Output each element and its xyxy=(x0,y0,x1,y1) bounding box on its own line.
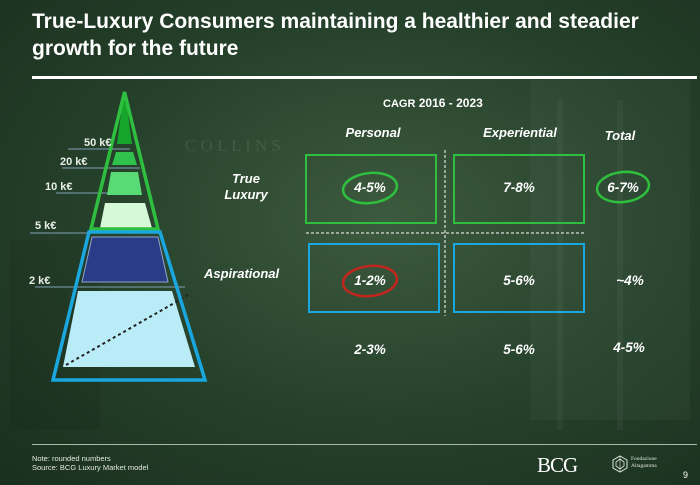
level-label-20k: 20 k€ xyxy=(60,156,88,168)
bcg-logo: BCG xyxy=(537,453,578,477)
altagamma-logo-icon xyxy=(612,455,628,473)
value-overall-personal: 2-3% xyxy=(354,342,386,357)
background-sign-text: C O L L I N S xyxy=(185,136,281,155)
footnote-source: Source: BCG Luxury Market model xyxy=(32,463,149,472)
cagr-grid xyxy=(305,150,651,316)
cagr-prefix: CAGR xyxy=(383,98,416,110)
value-aspirational-personal: 1-2% xyxy=(354,273,386,288)
row-label-aspirational: Aspirational xyxy=(204,266,280,281)
page-title: True-Luxury Consumers maintaining a heal… xyxy=(32,10,639,60)
value-true-luxury-personal: 4-5% xyxy=(354,180,386,195)
altagamma-logo-text: Fondazione Altagamma xyxy=(631,456,657,469)
true-luxury-outline xyxy=(88,91,161,231)
pyramid-layer-50k xyxy=(117,99,132,144)
pyramid-layer-5k xyxy=(100,203,152,228)
pyramid-layer-2k xyxy=(81,236,169,283)
level-label-10k: 10 k€ xyxy=(45,181,73,193)
pyramid-layer-20k xyxy=(112,152,137,165)
value-true-luxury-total: 6-7% xyxy=(607,180,639,195)
page-number: 9 xyxy=(682,470,688,480)
highlight-circle-aspirational-personal xyxy=(341,264,399,298)
level-label-2k: 2 k€ xyxy=(29,275,50,287)
highlight-circle-true-luxury-total xyxy=(595,170,651,204)
highlight-circle-true-luxury-personal xyxy=(341,171,399,205)
pyramid-layer-10k xyxy=(107,172,142,195)
aspirational-outline xyxy=(50,230,208,382)
row-label-true-luxury: True Luxury xyxy=(224,171,268,202)
value-aspirational-total: ~4% xyxy=(616,273,644,288)
value-overall-experiential: 5-6% xyxy=(503,342,535,357)
value-aspirational-experiential: 5-6% xyxy=(503,273,535,288)
cagr-period: 2016 - 2023 xyxy=(418,96,483,110)
value-overall-total: 4-5% xyxy=(613,340,645,355)
value-true-luxury-experiential: 7-8% xyxy=(503,180,535,195)
footnote: Note: rounded numbers Source: BCG Luxury… xyxy=(32,454,148,472)
title-underline xyxy=(32,76,697,79)
box-true-luxury-personal xyxy=(305,154,437,224)
footer-rule xyxy=(32,444,697,445)
cagr-header: CAGR 2016 - 2023 xyxy=(383,96,483,110)
pyramid-diagram: 50 k€ 20 k€ 10 k€ 5 k€ 2 k€ xyxy=(29,91,208,382)
level-label-5k: 5 k€ xyxy=(35,220,56,232)
column-header-personal: Personal xyxy=(345,125,401,140)
box-true-luxury-experiential xyxy=(453,154,585,224)
box-aspirational-personal xyxy=(308,243,440,313)
level-label-50k: 50 k€ xyxy=(84,137,112,149)
column-header-experiential: Experiential xyxy=(483,125,557,140)
column-header-total: Total xyxy=(604,128,636,143)
footnote-note: Note: rounded numbers xyxy=(32,454,111,463)
box-aspirational-experiential xyxy=(453,243,585,313)
